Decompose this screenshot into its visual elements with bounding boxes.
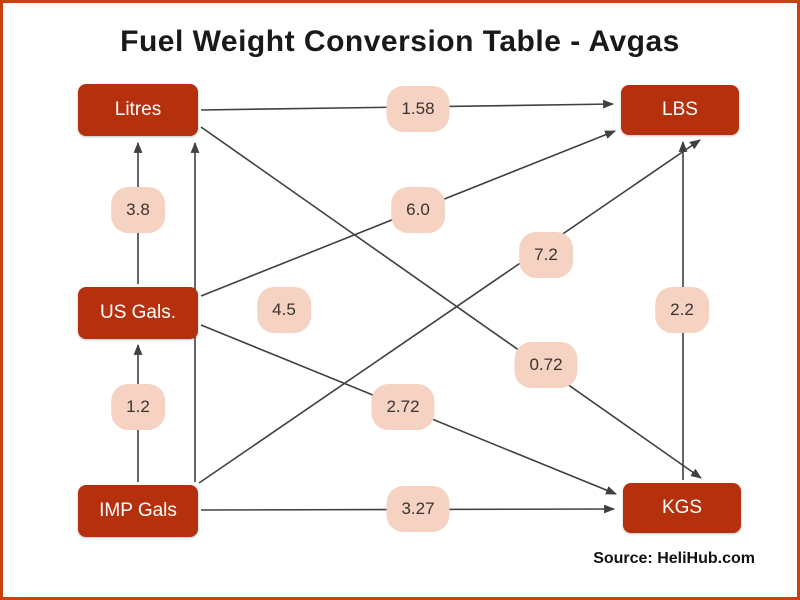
edge-factor-imp-gals-to-us-gals: 1.2: [111, 384, 165, 430]
edge-factor-us-gals-to-litres: 3.8: [111, 187, 165, 233]
edge-factor-litres-to-lbs: 1.58: [386, 86, 450, 132]
edge-factor-us-gals-to-lbs: 6.0: [391, 187, 445, 233]
page-title: Fuel Weight Conversion Table - Avgas: [120, 25, 680, 58]
edge-line-imp-gals-to-lbs: [198, 139, 701, 484]
edge-factor-litres-to-kgs: 0.72: [514, 342, 578, 388]
edge-factor-imp-gals-to-lbs: 7.2: [519, 232, 573, 278]
edge-factor-imp-gals-to-kgs: 3.27: [386, 486, 450, 532]
edge-factor-kgs-to-lbs: 2.2: [655, 287, 709, 333]
source-credit: Source: HeliHub.com: [593, 550, 755, 567]
node-lbs: LBS: [621, 85, 739, 135]
edge-factor-imp-gals-to-litres: 4.5: [257, 287, 311, 333]
edge-factor-us-gals-to-kgs: 2.72: [371, 384, 435, 430]
edge-line-litres-to-kgs: [200, 126, 702, 479]
node-us-gals: US Gals.: [78, 287, 198, 339]
node-litres: Litres: [78, 84, 198, 136]
node-kgs: KGS: [623, 483, 741, 533]
node-imp-gals: IMP Gals: [78, 485, 198, 537]
